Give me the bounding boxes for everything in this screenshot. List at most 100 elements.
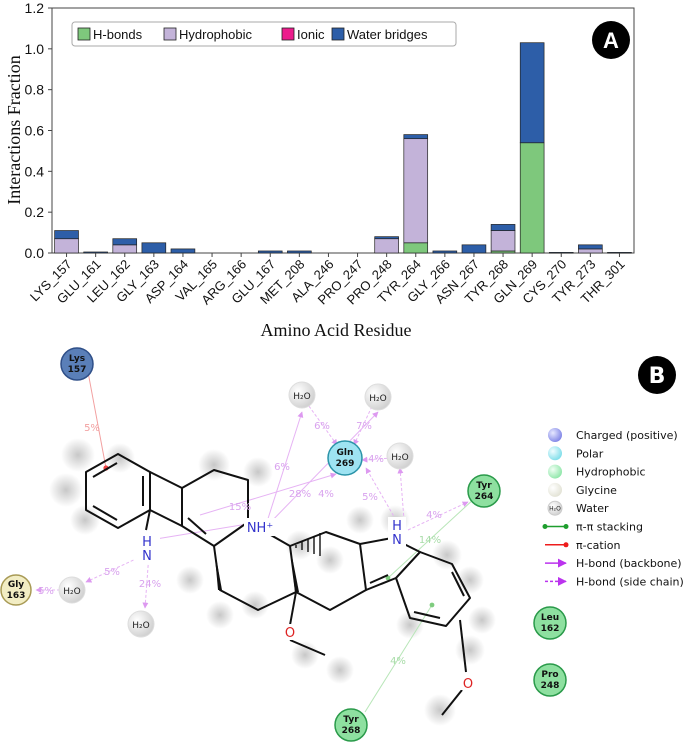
atom-nh-plus: NH⁺ [247, 521, 273, 536]
wedge-bond [290, 546, 299, 592]
chart-legend: H-bonds Hydrophobic Ionic Water bridges [71, 21, 457, 47]
diagram-legend-label: Glycine [576, 484, 617, 497]
diagram-legend-label: Hydrophobic [576, 466, 646, 479]
pi-cation-line [87, 371, 107, 469]
bar-water-bridges-gln_269 [519, 42, 545, 144]
bar-water-bridges-met_208 [287, 250, 312, 254]
residue-lys-157: Lys 157 [60, 347, 94, 381]
hbond-line [397, 467, 405, 521]
diagram-legend-label: H-bond (side chain) [576, 575, 684, 588]
svg-text:Pro: Pro [541, 670, 558, 680]
svg-text:H₂O: H₂O [63, 587, 80, 597]
diagram-legend-item: H-bond (backbone) [545, 557, 682, 570]
diagram-legend: Charged (positive) Polar Hydrophobic Glycin… [542, 428, 684, 588]
bar-water-bridges-glu_161 [83, 251, 108, 254]
y-tick-label: 0.4 [25, 163, 45, 179]
bar-water-bridges-tyr_273 [578, 244, 603, 250]
hash-bond [295, 533, 321, 556]
water-molecules: H₂O H₂O H₂O H₂O H₂O [58, 381, 414, 638]
atom-h: H [142, 535, 152, 550]
bar-water-bridges-gly_163 [141, 242, 167, 254]
y-axis: 0.0 0.2 0.4 0.6 0.8 1.0 1.2 [25, 0, 52, 261]
indole-benzene-right [395, 551, 471, 627]
bar-water-bridges-pro_248 [374, 236, 399, 240]
svg-text:Gln: Gln [337, 448, 354, 458]
bar-hydrophobic-tyr_273 [578, 248, 603, 254]
percent-label: 15% [229, 502, 251, 513]
water-5: H₂O [127, 610, 155, 638]
bar-water-bridges-asp_164 [170, 248, 196, 254]
y-tick-label: 0.8 [25, 82, 45, 98]
ligand-skeleton [85, 453, 471, 716]
svg-text:Tyr: Tyr [343, 715, 359, 725]
legend-swatch [77, 27, 91, 41]
bar-hydrophobic-lys_157 [54, 238, 79, 254]
svg-text:163: 163 [7, 591, 26, 601]
percent-label: 4% [390, 656, 406, 667]
water-4: H₂O [58, 576, 86, 604]
bar-water-bridges-glu_167 [257, 250, 283, 254]
water-2: H₂O [364, 383, 392, 411]
svg-text:269: 269 [336, 459, 355, 469]
svg-text:157: 157 [68, 365, 87, 375]
pi-pi-line [364, 604, 433, 713]
y-tick-label: 0.2 [25, 204, 45, 220]
diagram-legend-label: Charged (positive) [576, 429, 678, 442]
bar-hydrophobic-pro_248 [374, 238, 399, 254]
svg-text:Gly: Gly [8, 580, 24, 590]
percent-label: 24% [139, 579, 161, 590]
svg-text:Tyr: Tyr [476, 481, 492, 491]
water-icon [58, 576, 86, 604]
x-axis: LYS_157GLU_161LEU_162GLY_163ASP_164VAL_1… [27, 253, 628, 307]
water-1: H₂O [288, 381, 316, 409]
wedge-bond [214, 546, 222, 590]
atom-n: N [392, 533, 402, 548]
svg-text:H₂O: H₂O [391, 453, 408, 463]
svg-text:H₂O: H₂O [549, 506, 561, 513]
panel-a-badge [592, 21, 630, 59]
legend-label: Water bridges [347, 27, 428, 42]
diagram-legend-label: π-π stacking [576, 521, 643, 534]
bar-water-bridges-gly_266 [432, 250, 458, 254]
solvent-exposure-halos [49, 438, 496, 726]
panel-b-badge [638, 356, 676, 394]
diagram-legend-item: Hydrophobic [548, 464, 646, 479]
svg-text:H₂O: H₂O [293, 392, 310, 402]
percent-label: 4% [318, 489, 334, 500]
percent-label: 7% [356, 421, 372, 432]
bar-water-bridges-lys_157 [54, 230, 79, 240]
diagram-legend-item: Glycine [548, 482, 617, 497]
bar-water-bridges-tyr_268 [490, 224, 516, 231]
percent-label: 14% [419, 535, 441, 546]
svg-text:268: 268 [342, 726, 361, 736]
hbond-line [407, 501, 469, 531]
y-tick-label: 1.2 [25, 0, 45, 16]
legend-swatch [163, 27, 177, 41]
hbond-line [365, 467, 397, 521]
percent-label: 5% [38, 586, 54, 597]
diagram-legend-item: H₂O Water [547, 500, 609, 516]
legend-marker [548, 446, 562, 461]
residues: Lys 157 Gln 269 Tyr 264 Gly 163 Leu [0, 347, 567, 742]
svg-text:Leu: Leu [541, 613, 559, 623]
bar-hydrophobic-leu_162 [112, 244, 138, 254]
water-icon [547, 500, 563, 516]
bar-h-bonds-gln_269 [519, 142, 545, 254]
atom-labels: H N NH⁺ H N O O [134, 517, 476, 692]
residue-tyr-268: Tyr 268 [334, 708, 368, 742]
ligand-interaction-diagram: B [0, 347, 684, 742]
svg-text:Lys: Lys [69, 354, 85, 364]
legend-marker [548, 428, 562, 442]
legend-marker [548, 482, 562, 497]
y-tick-label: 1.0 [25, 41, 45, 57]
svg-text:248: 248 [541, 681, 560, 691]
hbond-line [85, 557, 139, 583]
diagram-legend-label: Water [576, 502, 609, 515]
percent-label: 5% [84, 423, 100, 434]
percent-labels: 5% 6% 7% 6% 4% 15% 28% 4% 5% 4% 14% 5% 2… [38, 421, 442, 667]
residue-pro-248: Pro 248 [533, 663, 567, 697]
legend-label: H-bonds [93, 27, 143, 42]
diagram-legend-label: π-cation [576, 539, 620, 552]
svg-text:162: 162 [541, 624, 560, 634]
